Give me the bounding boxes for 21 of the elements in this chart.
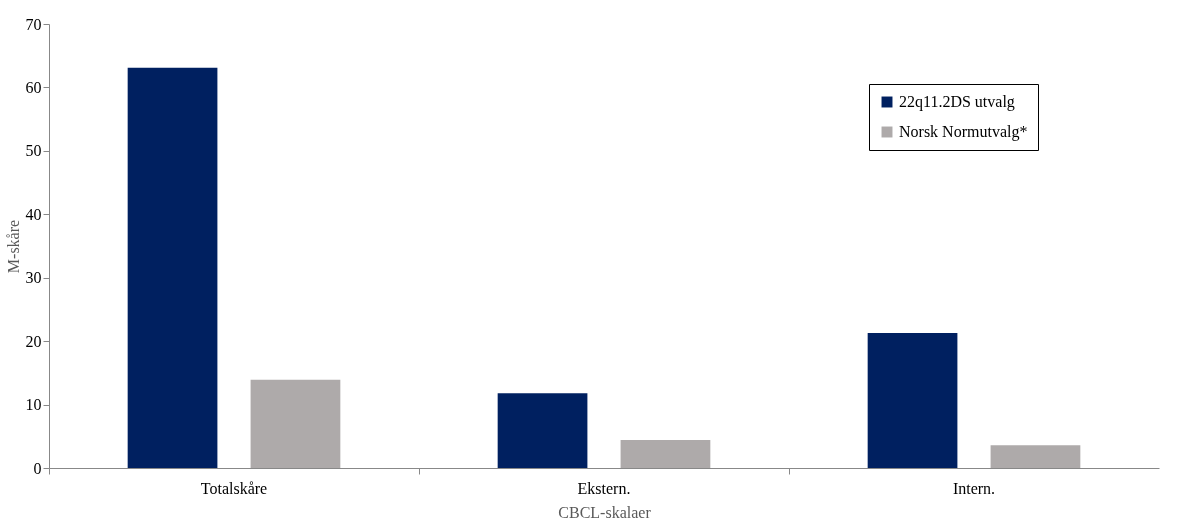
bar: [990, 445, 1081, 468]
x-tick-label: Intern.: [952, 479, 996, 497]
x-tick-label: Totalskåre: [200, 479, 268, 497]
y-tick-label: 10: [25, 396, 42, 414]
y-tick-label: 50: [25, 142, 42, 160]
bar: [497, 393, 588, 468]
y-tick-label: 30: [25, 269, 42, 287]
bar: [867, 332, 958, 468]
y-axis-title: M-skåre: [4, 219, 22, 274]
bar: [250, 379, 341, 468]
y-tick-label: 0: [33, 459, 42, 477]
legend-label: Norsk Normutvalg*: [899, 123, 1028, 141]
y-tick-label: 20: [25, 332, 42, 350]
y-tick-label: 60: [25, 78, 42, 96]
legend-label: 22q11.2DS utvalg: [899, 93, 1015, 111]
bar: [620, 440, 711, 468]
y-tick-label: 70: [25, 15, 42, 33]
bar: [127, 67, 218, 468]
x-tick-label: Ekstern.: [577, 479, 631, 497]
y-tick-label: 40: [25, 205, 42, 223]
x-axis-title: CBCL-skalaer: [558, 503, 652, 521]
